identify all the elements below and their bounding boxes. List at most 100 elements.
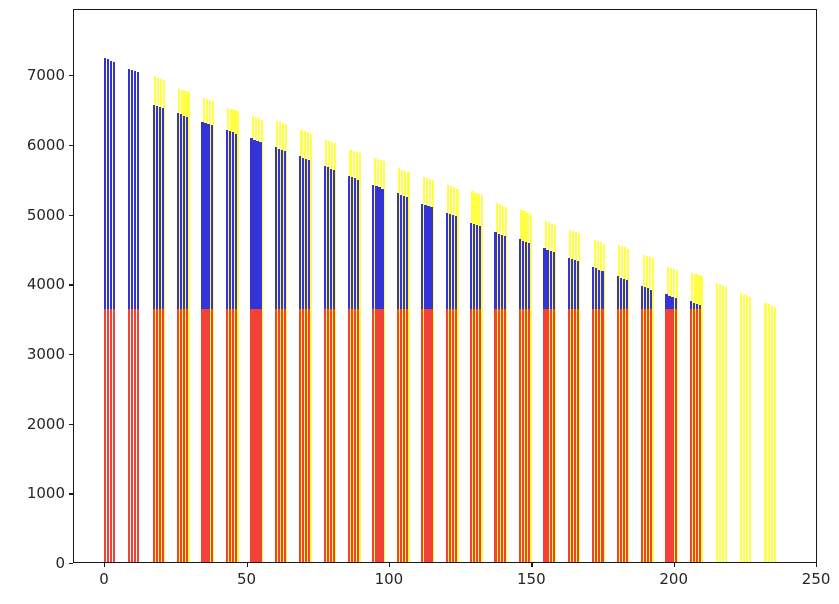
red-bar [372, 309, 375, 562]
yellow-bar [700, 276, 703, 562]
yellow-bar [208, 100, 212, 562]
yellow-bar [602, 243, 605, 562]
red-bar [430, 309, 433, 562]
red-bar [305, 309, 308, 562]
red-bar [448, 309, 451, 562]
yellow-bar [279, 122, 282, 562]
yellow-bar [300, 129, 303, 562]
red-bar [476, 309, 479, 562]
yellow-bar [431, 180, 435, 562]
yellow-bar [260, 119, 264, 562]
y-tick [69, 353, 73, 356]
yellow-bar [453, 187, 456, 562]
yellow-bar [669, 267, 673, 562]
red-bar [552, 309, 555, 562]
yellow-bar [764, 303, 767, 562]
red-bar [109, 309, 112, 562]
red-bar [112, 309, 116, 562]
x-tick-label: 50 [236, 570, 257, 588]
red-bar [399, 309, 403, 562]
yellow-bar [373, 157, 376, 562]
red-bar [546, 309, 549, 562]
red-bar [692, 309, 696, 562]
y-tick [69, 144, 73, 147]
yellow-bar [724, 286, 728, 562]
yellow-bar [495, 203, 499, 562]
red-bar [234, 309, 238, 562]
yellow-bar [666, 266, 669, 562]
yellow-bar [202, 97, 205, 562]
yellow-bar [770, 305, 773, 562]
red-bar [396, 309, 399, 562]
y-tick-label: 1000 [26, 484, 65, 503]
red-bar [158, 309, 161, 562]
yellow-bar [471, 191, 474, 562]
yellow-bar [303, 131, 306, 562]
red-bar [274, 309, 277, 562]
yellow-bar [675, 270, 679, 562]
yellow-bar [569, 229, 572, 562]
x-tick-label: 250 [801, 570, 831, 588]
red-bar [689, 309, 693, 562]
red-bar [522, 309, 525, 562]
yellow-bar [618, 244, 621, 562]
x-tick-label: 200 [659, 570, 689, 588]
red-bar [204, 309, 207, 562]
red-bar [616, 309, 619, 562]
red-bar [152, 309, 155, 562]
yellow-bar [505, 206, 508, 562]
red-bar [228, 309, 232, 562]
red-bar [668, 309, 671, 562]
yellow-bar [309, 133, 312, 562]
yellow-bar [694, 274, 697, 562]
yellow-bar [282, 123, 285, 562]
red-bar [348, 309, 351, 562]
red-bar [134, 309, 137, 562]
red-bar [525, 309, 528, 562]
red-bar [570, 309, 573, 562]
red-bar [299, 309, 302, 562]
yellow-bar [447, 185, 450, 562]
yellow-bar [498, 204, 502, 562]
red-bar [283, 309, 286, 562]
yellow-bar [477, 193, 480, 562]
yellow-bar [404, 170, 407, 562]
x-tick [816, 563, 818, 567]
red-bar [106, 309, 109, 562]
red-bar [595, 309, 598, 562]
y-tick [69, 423, 73, 425]
yellow-bar [355, 151, 358, 562]
red-bar [402, 309, 406, 562]
red-bar [454, 309, 458, 562]
yellow-bar [178, 88, 181, 562]
red-bar [619, 309, 622, 562]
red-bar [445, 309, 448, 562]
yellow-bar [648, 257, 651, 562]
yellow-bar [773, 306, 776, 562]
red-bar [354, 309, 357, 562]
red-bar [576, 309, 580, 562]
yellow-bar [749, 296, 752, 562]
yellow-bar [520, 210, 523, 562]
yellow-bar [349, 149, 352, 562]
yellow-bar [160, 78, 163, 562]
yellow-bar [715, 283, 718, 562]
yellow-bar [572, 230, 575, 562]
red-bar [674, 309, 677, 562]
yellow-bar [767, 304, 770, 562]
red-bar [182, 309, 186, 562]
red-bar [137, 309, 140, 562]
red-bar [225, 309, 229, 562]
y-tick-label: 2000 [26, 414, 65, 433]
red-bar [280, 309, 283, 562]
yellow-bar [306, 132, 309, 562]
yellow-bar [578, 233, 581, 562]
yellow-bar [205, 99, 209, 562]
red-bar [451, 309, 455, 562]
yellow-bar [746, 295, 749, 562]
yellow-bar [211, 101, 215, 562]
x-tick [104, 563, 106, 567]
red-bar [695, 309, 699, 562]
red-bar [326, 309, 329, 562]
yellow-bar [334, 143, 337, 562]
